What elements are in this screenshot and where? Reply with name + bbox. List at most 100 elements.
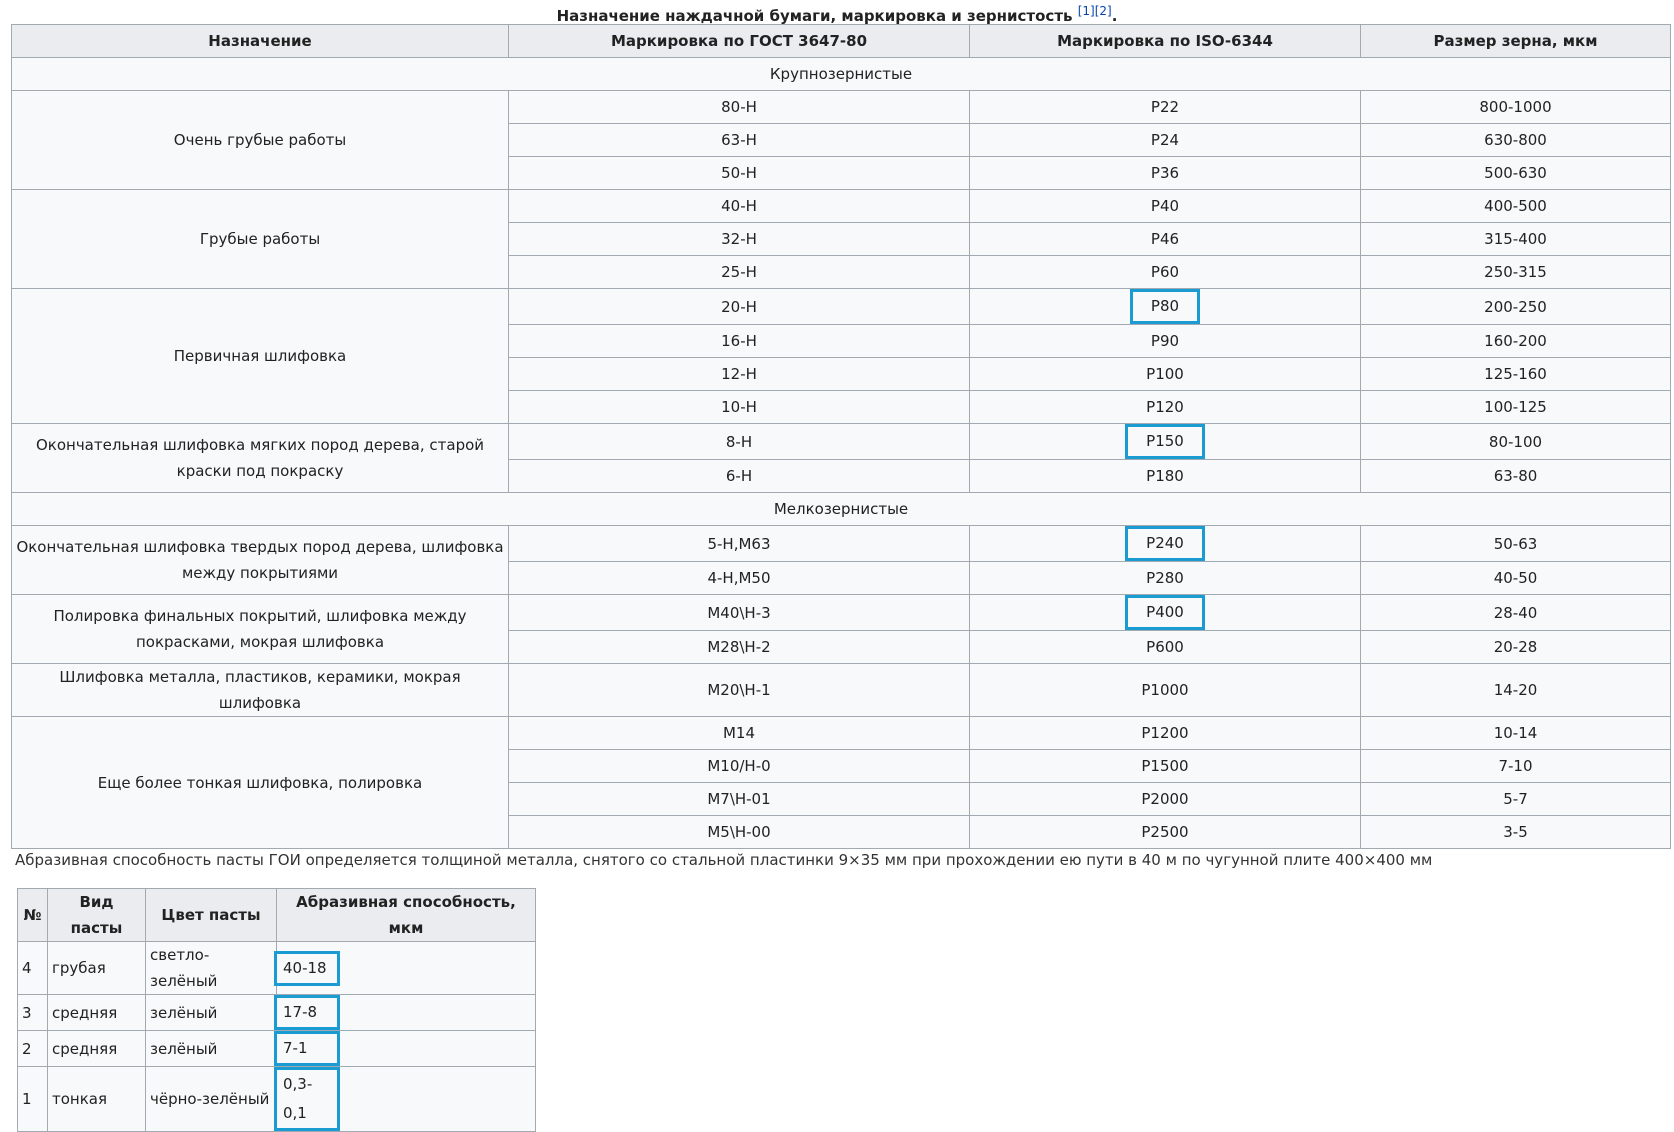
cell: 0,3-0,1 [274, 1066, 536, 1132]
header-row: Назначение Маркировка по ГОСТ 3647-80 Марк… [11, 24, 1671, 58]
data-row: 6-Н P180 63-80 [12, 459, 1671, 493]
size-cell: 28-40 [1360, 594, 1671, 631]
sandpaper-table: Назначение Маркировка по ГОСТ 3647-80 Марк… [11, 24, 1671, 849]
gost-cell: 50-Н [508, 156, 970, 190]
highlighted-value: 7-1 [274, 1031, 340, 1066]
purpose-cell: Еще более тонкая шлифовка, полировка [11, 716, 509, 849]
data-row: Грубые работы 40-Н P40 400-500 [11, 189, 1671, 289]
header-cell: Цвет пасты [145, 888, 277, 942]
cell: грубая [47, 941, 146, 995]
cell: светло-зелёный [145, 941, 277, 995]
header-cell: Размер зерна, мкм [1360, 24, 1671, 58]
size-cell: 63-80 [1360, 459, 1671, 493]
header-cell: Вид пасты [47, 888, 146, 942]
iso-cell: P1500 [969, 749, 1361, 783]
cell: чёрно-зелёный [145, 1066, 277, 1132]
size-cell: 40-50 [1360, 561, 1671, 595]
data-row: М10/Н-0 P1500 7-10 [12, 749, 1671, 783]
header-cell: Назначение [11, 24, 509, 58]
header-row: № Вид пасты Цвет пасты Абразивная способнос… [17, 888, 536, 942]
gost-cell: 25-Н [508, 255, 970, 289]
iso-cell: P280 [969, 561, 1361, 595]
highlighted-value: 40-18 [274, 950, 340, 986]
gost-cell: 40-Н [508, 189, 970, 223]
cell: средняя [47, 994, 146, 1031]
size-cell: 200-250 [1360, 288, 1671, 325]
size-cell: 7-10 [1360, 749, 1671, 783]
size-cell: 250-315 [1360, 255, 1671, 289]
size-cell: 20-28 [1360, 630, 1671, 664]
cell: 2 [17, 1030, 48, 1067]
purpose-cell: Первичная шлифовка [11, 288, 509, 424]
gost-cell: 8-Н [508, 423, 970, 460]
size-cell: 800-1000 [1360, 90, 1671, 124]
header-cell: Маркировка по ISO-6344 [969, 24, 1361, 58]
cell: средняя [47, 1030, 146, 1067]
cell: 40-18 [274, 941, 536, 995]
iso-cell: P1000 [969, 663, 1361, 717]
size-cell: 3-5 [1360, 815, 1671, 849]
header-cell: № [17, 888, 48, 942]
iso-cell: P240 [969, 525, 1361, 562]
gost-cell: 16-Н [508, 324, 970, 358]
size-cell: 630-800 [1360, 123, 1671, 157]
gost-cell: М40\Н-3 [508, 594, 970, 631]
data-row: 4 грубая светло-зелёный 40-18 [17, 941, 536, 995]
iso-cell: P180 [969, 459, 1361, 493]
purpose-cell: Шлифовка металла, пластиков, керамики, м… [11, 663, 509, 717]
iso-cell: P40 [969, 189, 1361, 223]
cell: 1 [17, 1066, 48, 1132]
iso-cell: P36 [969, 156, 1361, 190]
data-row: Шлифовка металла, пластиков, керамики, м… [11, 663, 1671, 717]
iso-cell: P80 [969, 288, 1361, 325]
section-row: Крупнозернистые [11, 57, 1671, 91]
highlighted-value: P80 [1129, 289, 1201, 324]
gost-cell: 20-Н [508, 288, 970, 325]
iso-cell: P400 [969, 594, 1361, 631]
cell: 7-1 [274, 1030, 536, 1067]
caption-end: . [1111, 7, 1118, 25]
purpose-cell: Полировка финальных покрытий, шлифовка м… [11, 594, 509, 664]
paste-table: № Вид пасты Цвет пасты Абразивная способнос… [17, 888, 536, 1132]
iso-cell: P24 [969, 123, 1361, 157]
purpose-cell: Окончательная шлифовка мягких пород дере… [11, 423, 509, 493]
iso-cell: P2500 [969, 815, 1361, 849]
gost-cell: 12-Н [508, 357, 970, 391]
gost-cell: 32-Н [508, 222, 970, 256]
data-row: Очень грубые работы 80-Н P22 800-1000 [11, 90, 1671, 190]
data-row: 4-Н,М50 P280 40-50 [12, 561, 1671, 595]
gost-cell: М7\Н-01 [508, 782, 970, 816]
header-cell: Маркировка по ГОСТ 3647-80 [508, 24, 970, 58]
cell: 4 [17, 941, 48, 995]
iso-cell: P2000 [969, 782, 1361, 816]
gost-cell: 80-Н [508, 90, 970, 124]
data-row: Полировка финальных покрытий, шлифовка м… [11, 594, 1671, 664]
data-row: 12-Н P100 125-160 [12, 357, 1671, 391]
size-cell: 315-400 [1360, 222, 1671, 256]
size-cell: 50-63 [1360, 525, 1671, 562]
cell: 3 [17, 994, 48, 1031]
gost-cell: М5\Н-00 [508, 815, 970, 849]
data-row: Еще более тонкая шлифовка, полировка М14 P… [11, 716, 1671, 849]
size-cell: 100-125 [1360, 390, 1671, 424]
cell: тонкая [47, 1066, 146, 1132]
note: Абразивная способность пасты ГОИ определ… [15, 851, 1433, 869]
iso-cell: P46 [969, 222, 1361, 256]
caption-title: Назначение наждачной бумаги, маркировка … [556, 7, 1073, 25]
section-title: Крупнозернистые [11, 57, 1671, 91]
data-row: 3 средняя зелёный 17-8 [17, 994, 536, 1031]
data-row: 10-Н P120 100-125 [12, 390, 1671, 424]
size-cell: 125-160 [1360, 357, 1671, 391]
cell: 17-8 [274, 994, 536, 1031]
data-row: 63-Н P24 630-800 [12, 123, 1671, 157]
gost-cell: 4-Н,М50 [508, 561, 970, 595]
data-row: М5\Н-00 P2500 3-5 [12, 815, 1671, 849]
purpose-cell: Грубые работы [11, 189, 509, 289]
references[interactable]: [1][2] [1077, 4, 1112, 18]
size-cell: 10-14 [1360, 716, 1671, 750]
gost-cell: М14 [508, 716, 970, 750]
size-cell: 5-7 [1360, 782, 1671, 816]
data-row: 50-Н P36 500-630 [12, 156, 1671, 190]
iso-cell: P1200 [969, 716, 1361, 750]
gost-cell: 63-Н [508, 123, 970, 157]
